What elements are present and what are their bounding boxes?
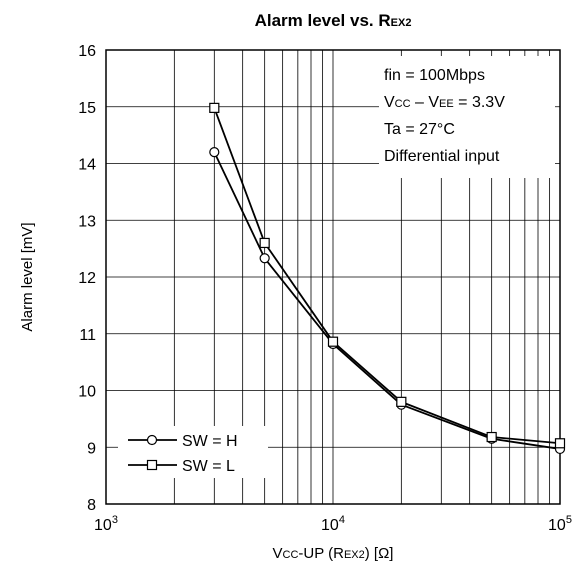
y-tick-label: 10	[78, 384, 96, 401]
series-layer	[209, 102, 566, 455]
y-tick-label: 12	[78, 270, 96, 287]
legend-label-sw-l: SW = L	[182, 458, 235, 475]
y-tick-label: 14	[78, 157, 96, 174]
y-tick-label: 15	[78, 100, 96, 117]
annotation-line-4: Differential input	[384, 148, 500, 165]
x-axis-label: VCC-UP (REX2) [Ω]	[273, 545, 394, 562]
data-point-sw-l	[486, 431, 497, 443]
data-point-sw-l	[554, 438, 566, 449]
chart-title: Alarm level vs. REX2	[255, 11, 412, 30]
y-tick-labels: 8 9 10 11 12 13 14 15 16	[78, 43, 96, 514]
x-tick-label: 104	[321, 514, 345, 534]
y-tick-label: 16	[78, 43, 96, 60]
data-point-sw-l	[396, 396, 407, 407]
y-axis-label: Alarm level [mV]	[19, 222, 36, 331]
legend-marker-sw-h	[146, 434, 158, 446]
annotation-line-1: fin = 100Mbps	[384, 67, 485, 84]
y-tick-label: 11	[79, 327, 96, 344]
legend: SW = H SW = L	[118, 426, 268, 478]
plot-frame	[105, 49, 561, 505]
y-tick-label: 9	[87, 440, 96, 457]
legend-label-sw-h: SW = H	[182, 433, 238, 450]
annotation-line-3: Ta = 27°C	[384, 121, 455, 138]
legend-marker-sw-l	[146, 459, 158, 471]
legend-box	[118, 426, 268, 478]
x-tick-label: 103	[94, 514, 118, 534]
y-tick-label: 13	[78, 213, 96, 230]
annotation-box	[379, 56, 555, 178]
series-line-sw-h	[213, 151, 561, 450]
x-tick-labels: 103 104 105	[94, 514, 572, 534]
series-line-sw-l	[213, 107, 561, 445]
data-point-sw-l	[327, 336, 339, 347]
y-tick-label: 8	[87, 497, 96, 514]
data-point-sw-h	[209, 147, 220, 158]
annotation-line-2: VCC – VEE = 3.3V	[384, 94, 505, 111]
x-tick-label: 105	[548, 514, 572, 534]
data-point-sw-h	[259, 253, 270, 264]
annotation: fin = 100Mbps VCC – VEE = 3.3V Ta = 27°C…	[379, 56, 555, 178]
data-point-sw-l	[209, 102, 220, 113]
data-point-sw-l	[259, 237, 270, 249]
